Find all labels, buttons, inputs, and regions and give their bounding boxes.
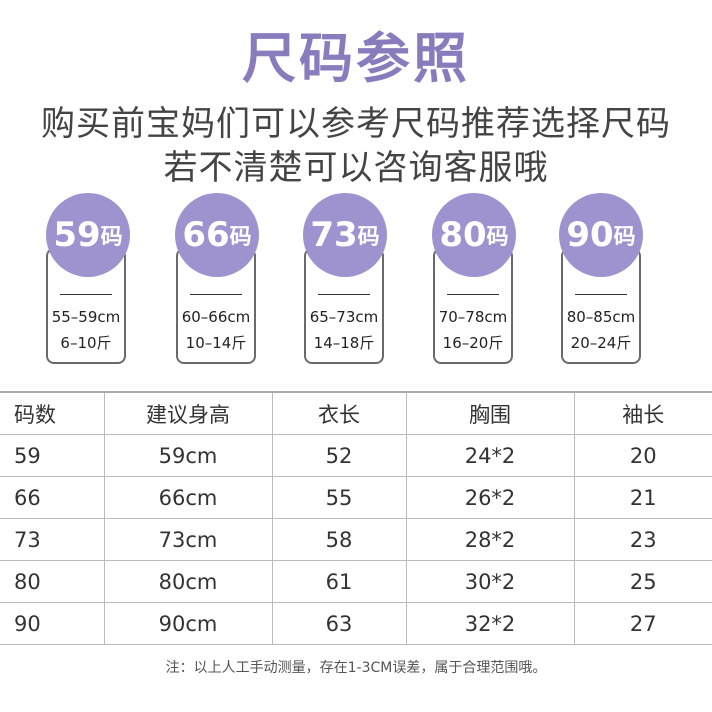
- table-cell: 32*2: [405, 602, 575, 645]
- table-cell: 21: [573, 476, 712, 519]
- table-row: 80 80cm 61 30*2 25: [0, 560, 712, 603]
- badge-size-number: 80: [439, 215, 487, 255]
- table-cell: 59cm: [103, 434, 273, 477]
- badge-size-unit: 码: [229, 225, 252, 250]
- card-height-range: 55–59cm: [51, 308, 121, 326]
- page-title: 尺码参照: [242, 27, 470, 90]
- table-cell: 90: [0, 602, 105, 645]
- table-cell: 52: [271, 434, 407, 477]
- table-cell: 24*2: [405, 434, 575, 477]
- badge-size-number: 66: [182, 215, 230, 255]
- card-weight-range: 14–18斤: [313, 334, 375, 352]
- table-cell: 80cm: [103, 560, 273, 603]
- size-table: 码数 建议身高 衣长 胸围 袖长 59 59cm 52 24*2 20 66 6…: [0, 391, 712, 645]
- table-cell: 73: [0, 518, 105, 561]
- table-row: 90 90cm 63 32*2 27: [0, 602, 712, 645]
- size-badge-66: 66 码: [175, 193, 259, 277]
- badge-size-unit: 码: [486, 225, 509, 250]
- table-cell: 90cm: [103, 602, 273, 645]
- card-height-range: 70–78cm: [438, 308, 508, 326]
- table-row: 66 66cm 55 26*2 21: [0, 476, 712, 519]
- card-divider: [318, 294, 370, 295]
- badge-size-number: 73: [310, 215, 358, 255]
- column-header-sleeve: 袖长: [573, 391, 712, 435]
- measurement-note: 注：以上人工手动测量，存在1-3CM误差，属于合理范围哦。: [165, 660, 547, 676]
- badge-size-unit: 码: [613, 225, 636, 250]
- table-cell: 61: [271, 560, 407, 603]
- table-cell: 55: [271, 476, 407, 519]
- badge-size-unit: 码: [100, 225, 123, 250]
- table-row: 59 59cm 52 24*2 20: [0, 434, 712, 477]
- badge-size-number: 90: [566, 215, 614, 255]
- card-height-range: 65–73cm: [309, 308, 379, 326]
- table-cell: 27: [573, 602, 712, 645]
- table-cell: 66cm: [103, 476, 273, 519]
- badge-size-unit: 码: [357, 225, 380, 250]
- table-row: 73 73cm 58 28*2 23: [0, 518, 712, 561]
- column-header-height: 建议身高: [103, 391, 273, 435]
- size-badge-90: 90 码: [559, 193, 643, 277]
- card-divider: [190, 294, 242, 295]
- badge-size-number: 59: [53, 215, 101, 255]
- subtitle-line-2: 若不清楚可以咨询客服哦: [163, 148, 549, 188]
- size-badge-59: 59 码: [46, 193, 130, 277]
- subtitle-line-1: 购买前宝妈们可以参考尺码推荐选择尺码: [41, 104, 671, 144]
- table-cell: 63: [271, 602, 407, 645]
- card-weight-range: 20–24斤: [570, 334, 632, 352]
- table-cell: 59: [0, 434, 105, 477]
- card-height-range: 60–66cm: [181, 308, 251, 326]
- card-weight-range: 10–14斤: [185, 334, 247, 352]
- table-cell: 66: [0, 476, 105, 519]
- size-badge-73: 73 码: [303, 193, 387, 277]
- table-cell: 73cm: [103, 518, 273, 561]
- table-cell: 23: [573, 518, 712, 561]
- card-weight-range: 6–10斤: [60, 334, 112, 352]
- size-badge-80: 80 码: [432, 193, 516, 277]
- table-cell: 80: [0, 560, 105, 603]
- table-cell: 26*2: [405, 476, 575, 519]
- card-height-range: 80–85cm: [566, 308, 636, 326]
- card-divider: [60, 294, 112, 295]
- table-cell: 28*2: [405, 518, 575, 561]
- table-cell: 25: [573, 560, 712, 603]
- table-header-row: 码数 建议身高 衣长 胸围 袖长: [0, 391, 712, 435]
- column-header-length: 衣长: [271, 391, 407, 435]
- table-cell: 30*2: [405, 560, 575, 603]
- table-cell: 58: [271, 518, 407, 561]
- column-header-size: 码数: [0, 391, 105, 435]
- table-cell: 20: [573, 434, 712, 477]
- card-divider: [575, 294, 627, 295]
- card-divider: [447, 294, 499, 295]
- card-weight-range: 16–20斤: [442, 334, 504, 352]
- column-header-chest: 胸围: [405, 391, 575, 435]
